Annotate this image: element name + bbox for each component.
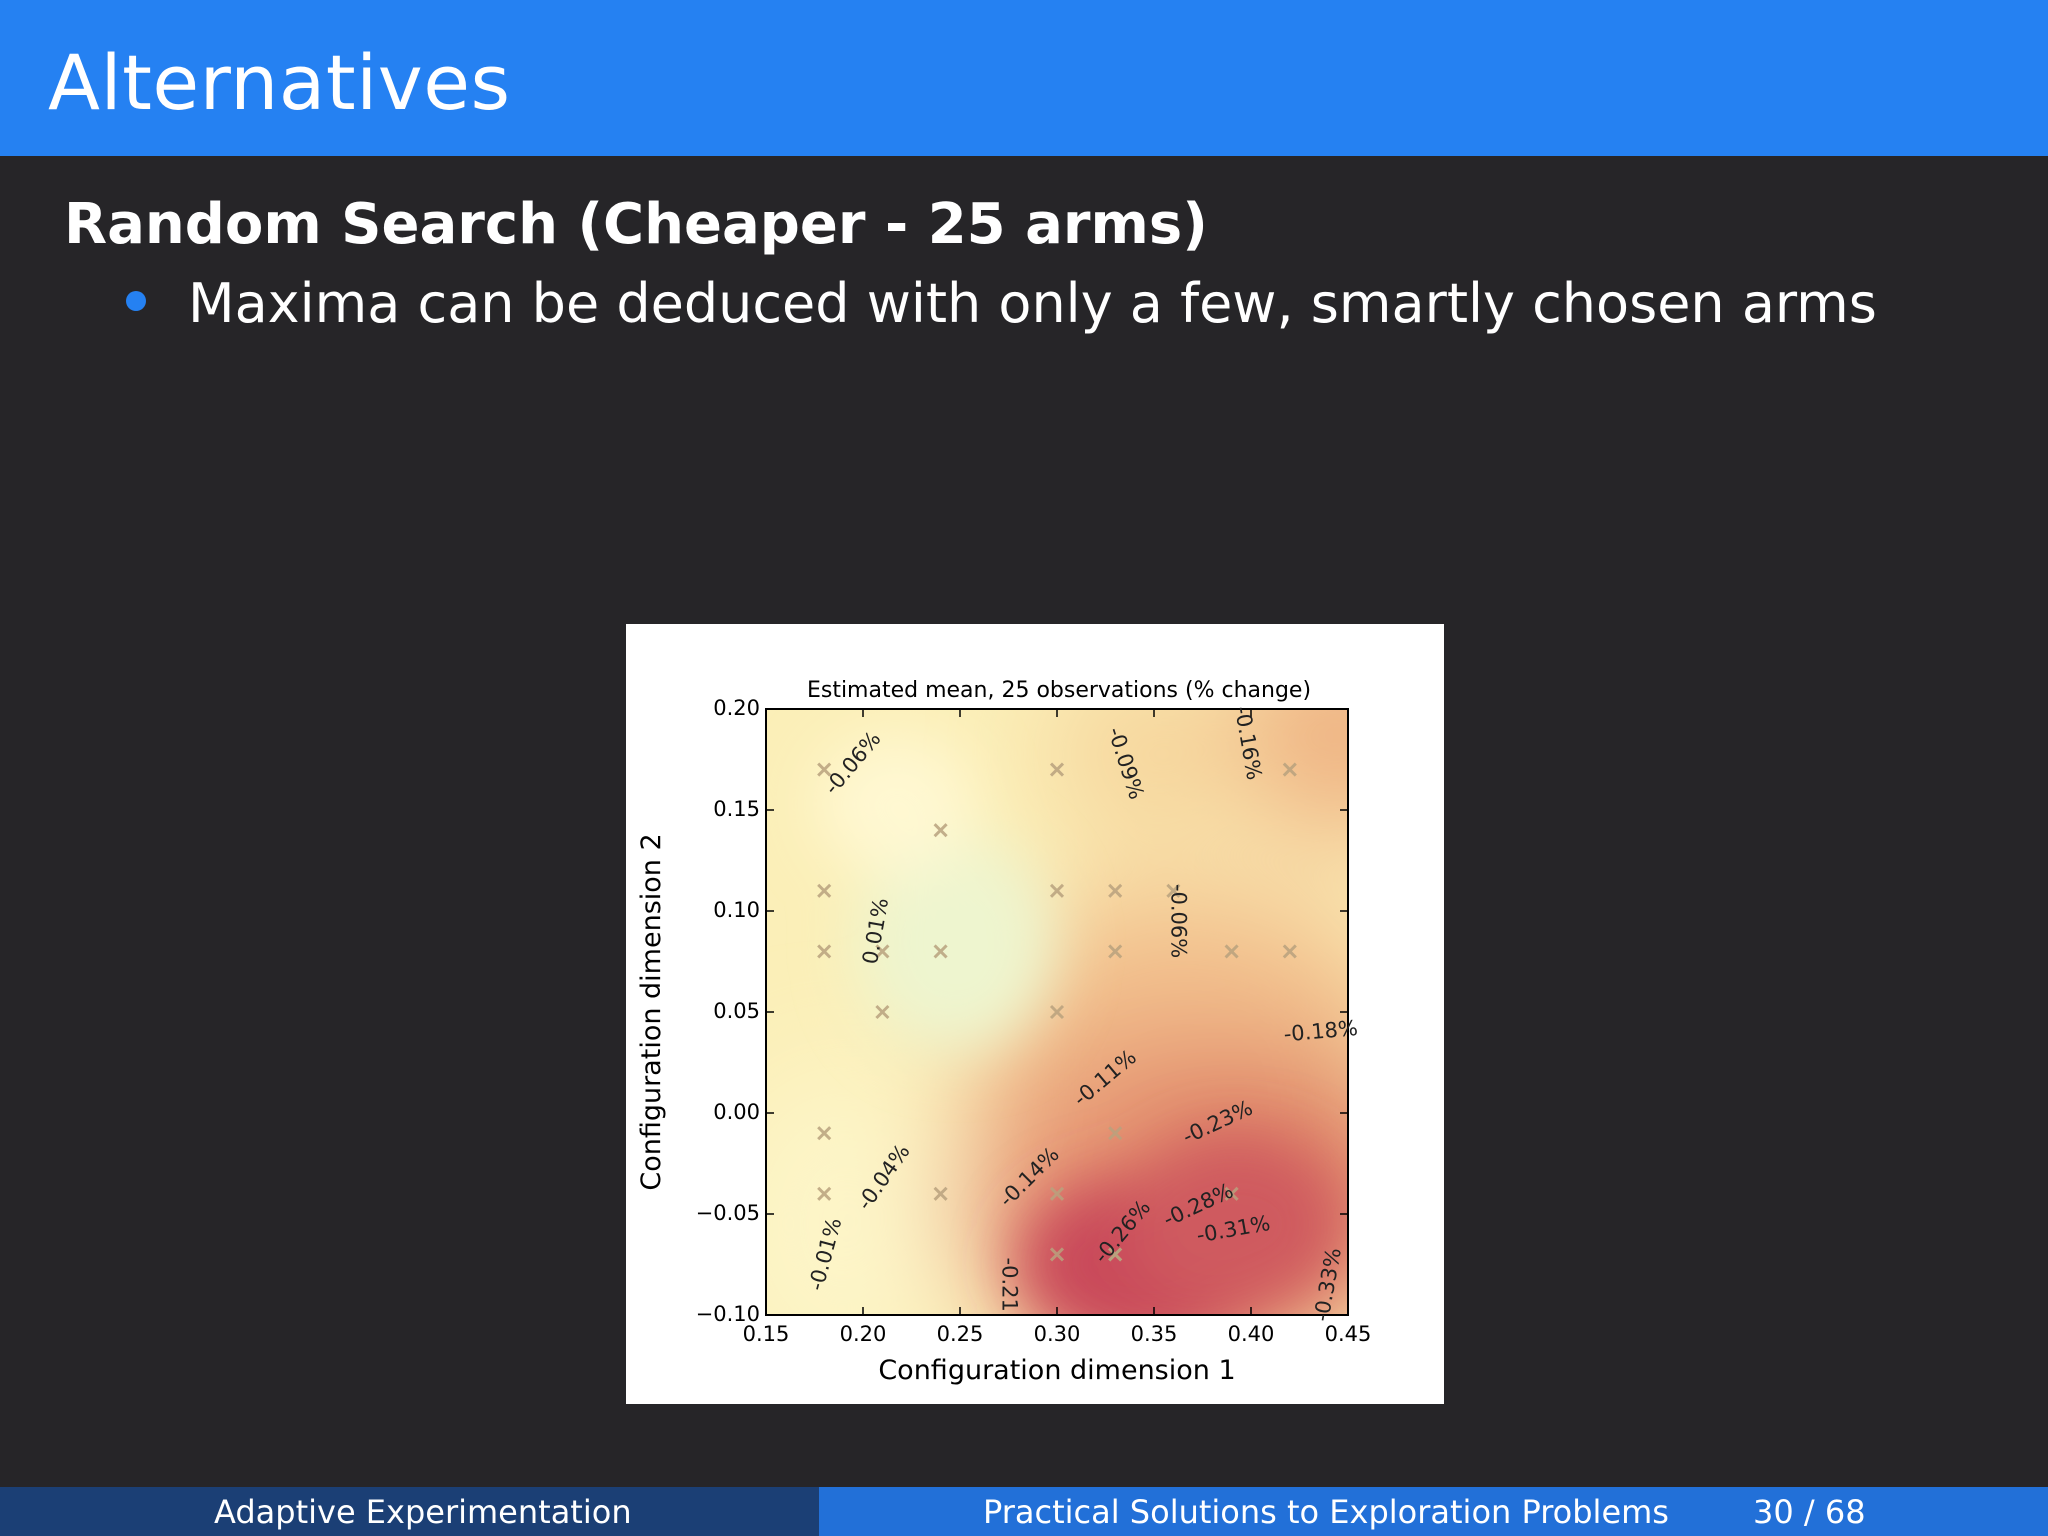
observation-marker (1049, 762, 1065, 777)
bullet-dot-icon (126, 291, 146, 312)
contour-label: -0.21 (998, 1258, 1022, 1312)
slide-header: Alternatives (0, 0, 2048, 156)
observation-marker (1049, 1247, 1065, 1262)
observation-marker (1049, 1186, 1065, 1201)
observation-marker (817, 1126, 832, 1141)
observation-marker (933, 944, 948, 959)
footer-left-bar: Adaptive Experimentation (0, 1487, 819, 1536)
contour-field (766, 709, 1348, 1315)
footer-course-title: Adaptive Experimentation (214, 1493, 632, 1531)
chart-figure: 0.15 0.20 0.25 0.30 0.35 0.40 0.45 −0.10 −0.05 0.… (626, 624, 1444, 1404)
observation-marker (1224, 1186, 1239, 1201)
observation-marker (817, 1186, 832, 1201)
observation-marker (817, 883, 832, 898)
y-axis-label: Configuration dimension 2 (636, 833, 667, 1190)
footer-page-number: 30 / 68 (1753, 1493, 1866, 1531)
observation-marker (1282, 944, 1297, 959)
footer-lecture-title: Practical Solutions to Exploration Probl… (983, 1493, 1669, 1531)
y-tick-label: 0.20 (713, 696, 760, 720)
y-tick-label: 0.10 (713, 898, 760, 922)
contour-label: -0.06% (1166, 884, 1190, 958)
x-tick-label: 0.45 (1325, 1322, 1372, 1346)
observation-marker (1049, 1004, 1065, 1020)
chart-title: Estimated mean, 25 observations (% chang… (807, 678, 1311, 703)
y-tick-label: 0.15 (713, 797, 760, 821)
observation-marker (1049, 883, 1065, 898)
slide-title: Alternatives (48, 38, 511, 127)
x-tick-label: 0.30 (1034, 1322, 1081, 1346)
observation-marker (933, 823, 948, 838)
y-tick-label: 0.00 (713, 1100, 760, 1124)
bullet-text: Maxima can be deduced with only a few, s… (188, 272, 1877, 335)
observation-marker (1108, 1247, 1123, 1262)
y-tick-label: 0.05 (713, 999, 760, 1023)
observation-marker (1282, 762, 1297, 777)
footer-right-bar: Practical Solutions to Exploration Probl… (819, 1487, 2048, 1536)
observation-marker (875, 1004, 890, 1020)
observation-markers (817, 762, 1297, 1262)
observation-marker (875, 944, 890, 959)
observation-marker (1108, 944, 1123, 959)
bullet-item: Maxima can be deduced with only a few, s… (126, 272, 1877, 335)
observation-marker (817, 944, 832, 959)
x-tick-label: 0.15 (743, 1322, 790, 1346)
x-tick-label: 0.40 (1228, 1322, 1275, 1346)
section-subtitle: Random Search (Cheaper - 25 arms) (64, 192, 1208, 257)
x-axis: 0.15 0.20 0.25 0.30 0.35 0.40 0.45 (743, 709, 1372, 1346)
observation-marker (1224, 944, 1239, 959)
x-tick-label: 0.35 (1131, 1322, 1178, 1346)
observation-marker (1108, 1126, 1123, 1141)
y-tick-label: −0.10 (696, 1302, 760, 1326)
y-axis: −0.10 −0.05 0.00 0.05 0.10 0.15 0.20 (696, 696, 1348, 1326)
observation-marker (933, 1186, 948, 1201)
observation-marker (817, 762, 832, 777)
observation-marker (1166, 883, 1181, 898)
x-tick-label: 0.20 (840, 1322, 887, 1346)
observation-marker (1108, 883, 1123, 898)
x-tick-label: 0.25 (937, 1322, 984, 1346)
contour-chart: 0.15 0.20 0.25 0.30 0.35 0.40 0.45−0.10−0.050.… (636, 678, 1372, 1386)
x-axis-label: Configuration dimension 1 (878, 1355, 1235, 1386)
y-tick-label: −0.05 (696, 1201, 760, 1225)
